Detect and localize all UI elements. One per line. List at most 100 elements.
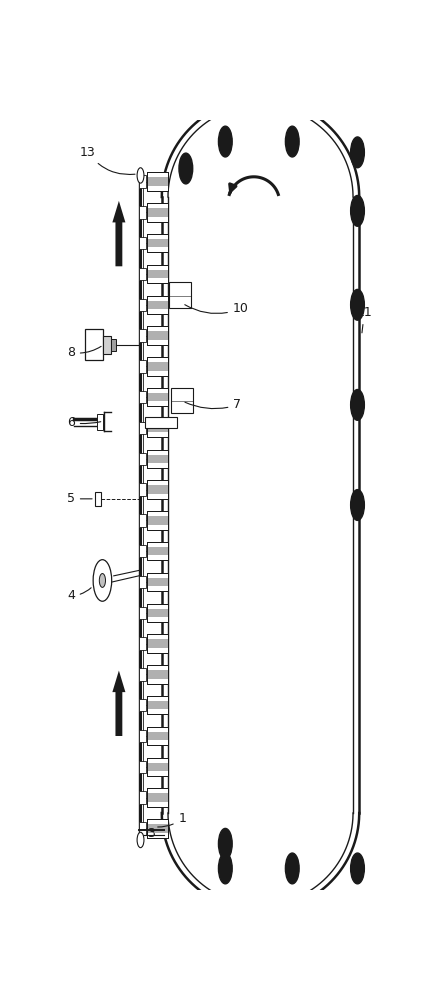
Bar	[148, 485, 167, 494]
Bar	[140, 329, 146, 342]
Bar	[148, 701, 167, 709]
Bar	[140, 391, 146, 403]
Bar	[97, 414, 103, 430]
Bar	[144, 417, 177, 428]
Circle shape	[351, 853, 364, 884]
Text: 5: 5	[67, 492, 92, 505]
Bar	[147, 511, 168, 530]
Bar	[147, 727, 168, 745]
Text: 6: 6	[67, 416, 101, 429]
Bar	[147, 234, 168, 252]
Circle shape	[351, 195, 364, 226]
Bar	[147, 788, 168, 807]
Circle shape	[218, 853, 232, 884]
Circle shape	[351, 490, 364, 520]
Text: 10: 10	[185, 302, 249, 315]
Bar	[147, 819, 168, 838]
Bar	[147, 265, 168, 283]
Bar	[148, 424, 167, 432]
Bar	[147, 788, 168, 807]
Bar	[147, 511, 168, 530]
Bar	[147, 665, 168, 684]
Bar	[140, 268, 146, 280]
Bar	[111, 339, 116, 351]
Bar	[140, 730, 146, 742]
Bar	[147, 172, 168, 191]
Bar	[148, 455, 167, 463]
FancyArrow shape	[113, 671, 125, 736]
Bar	[148, 301, 167, 309]
Bar	[148, 763, 167, 771]
Bar	[148, 208, 167, 217]
Bar	[140, 299, 146, 311]
Bar	[140, 761, 146, 773]
Bar	[140, 607, 146, 619]
Bar	[148, 609, 167, 617]
Bar	[147, 357, 168, 376]
Bar	[147, 758, 168, 776]
Circle shape	[351, 389, 364, 420]
Bar	[148, 331, 167, 340]
Bar	[169, 282, 191, 308]
Bar	[140, 483, 146, 496]
Bar	[148, 793, 167, 802]
Bar	[147, 573, 168, 591]
Bar	[147, 604, 168, 622]
Circle shape	[351, 289, 364, 320]
Bar	[148, 639, 167, 648]
Bar	[147, 573, 168, 591]
Bar	[147, 388, 168, 406]
Bar	[103, 336, 111, 354]
Bar	[171, 388, 194, 413]
Bar	[147, 296, 168, 314]
Bar	[147, 542, 168, 560]
Bar	[140, 791, 146, 804]
Circle shape	[351, 137, 364, 168]
Bar	[148, 670, 167, 679]
Circle shape	[137, 832, 144, 848]
Circle shape	[218, 828, 232, 859]
FancyArrow shape	[113, 201, 125, 266]
Circle shape	[218, 126, 232, 157]
Bar	[140, 545, 146, 557]
Bar	[148, 239, 167, 247]
Text: 3: 3	[144, 827, 155, 840]
Bar	[147, 357, 168, 376]
Bar	[147, 758, 168, 776]
Circle shape	[179, 153, 193, 184]
Bar	[140, 668, 146, 681]
Bar	[148, 516, 167, 525]
Bar	[147, 326, 168, 345]
Bar	[140, 699, 146, 711]
Bar	[147, 634, 168, 653]
Bar	[147, 419, 168, 437]
Bar	[140, 453, 146, 465]
Text: 1: 1	[158, 812, 187, 827]
Circle shape	[137, 168, 144, 183]
Bar	[140, 514, 146, 527]
Bar	[147, 326, 168, 345]
Bar	[147, 634, 168, 653]
Bar	[140, 422, 146, 434]
Text: 7: 7	[185, 398, 241, 411]
Bar	[147, 265, 168, 283]
Bar	[85, 329, 103, 360]
Bar	[148, 362, 167, 371]
Text: 13: 13	[80, 146, 135, 174]
Circle shape	[285, 853, 299, 884]
Bar	[140, 237, 146, 249]
Bar	[140, 576, 146, 588]
Bar	[147, 388, 168, 406]
Bar	[147, 696, 168, 714]
Bar	[147, 172, 168, 191]
Circle shape	[99, 574, 105, 587]
Text: 4: 4	[67, 588, 91, 602]
Bar	[148, 393, 167, 401]
Bar	[147, 203, 168, 222]
Bar	[148, 547, 167, 555]
Circle shape	[93, 560, 112, 601]
Bar	[148, 578, 167, 586]
Text: 8: 8	[67, 346, 101, 359]
Bar	[147, 203, 168, 222]
Bar	[147, 450, 168, 468]
